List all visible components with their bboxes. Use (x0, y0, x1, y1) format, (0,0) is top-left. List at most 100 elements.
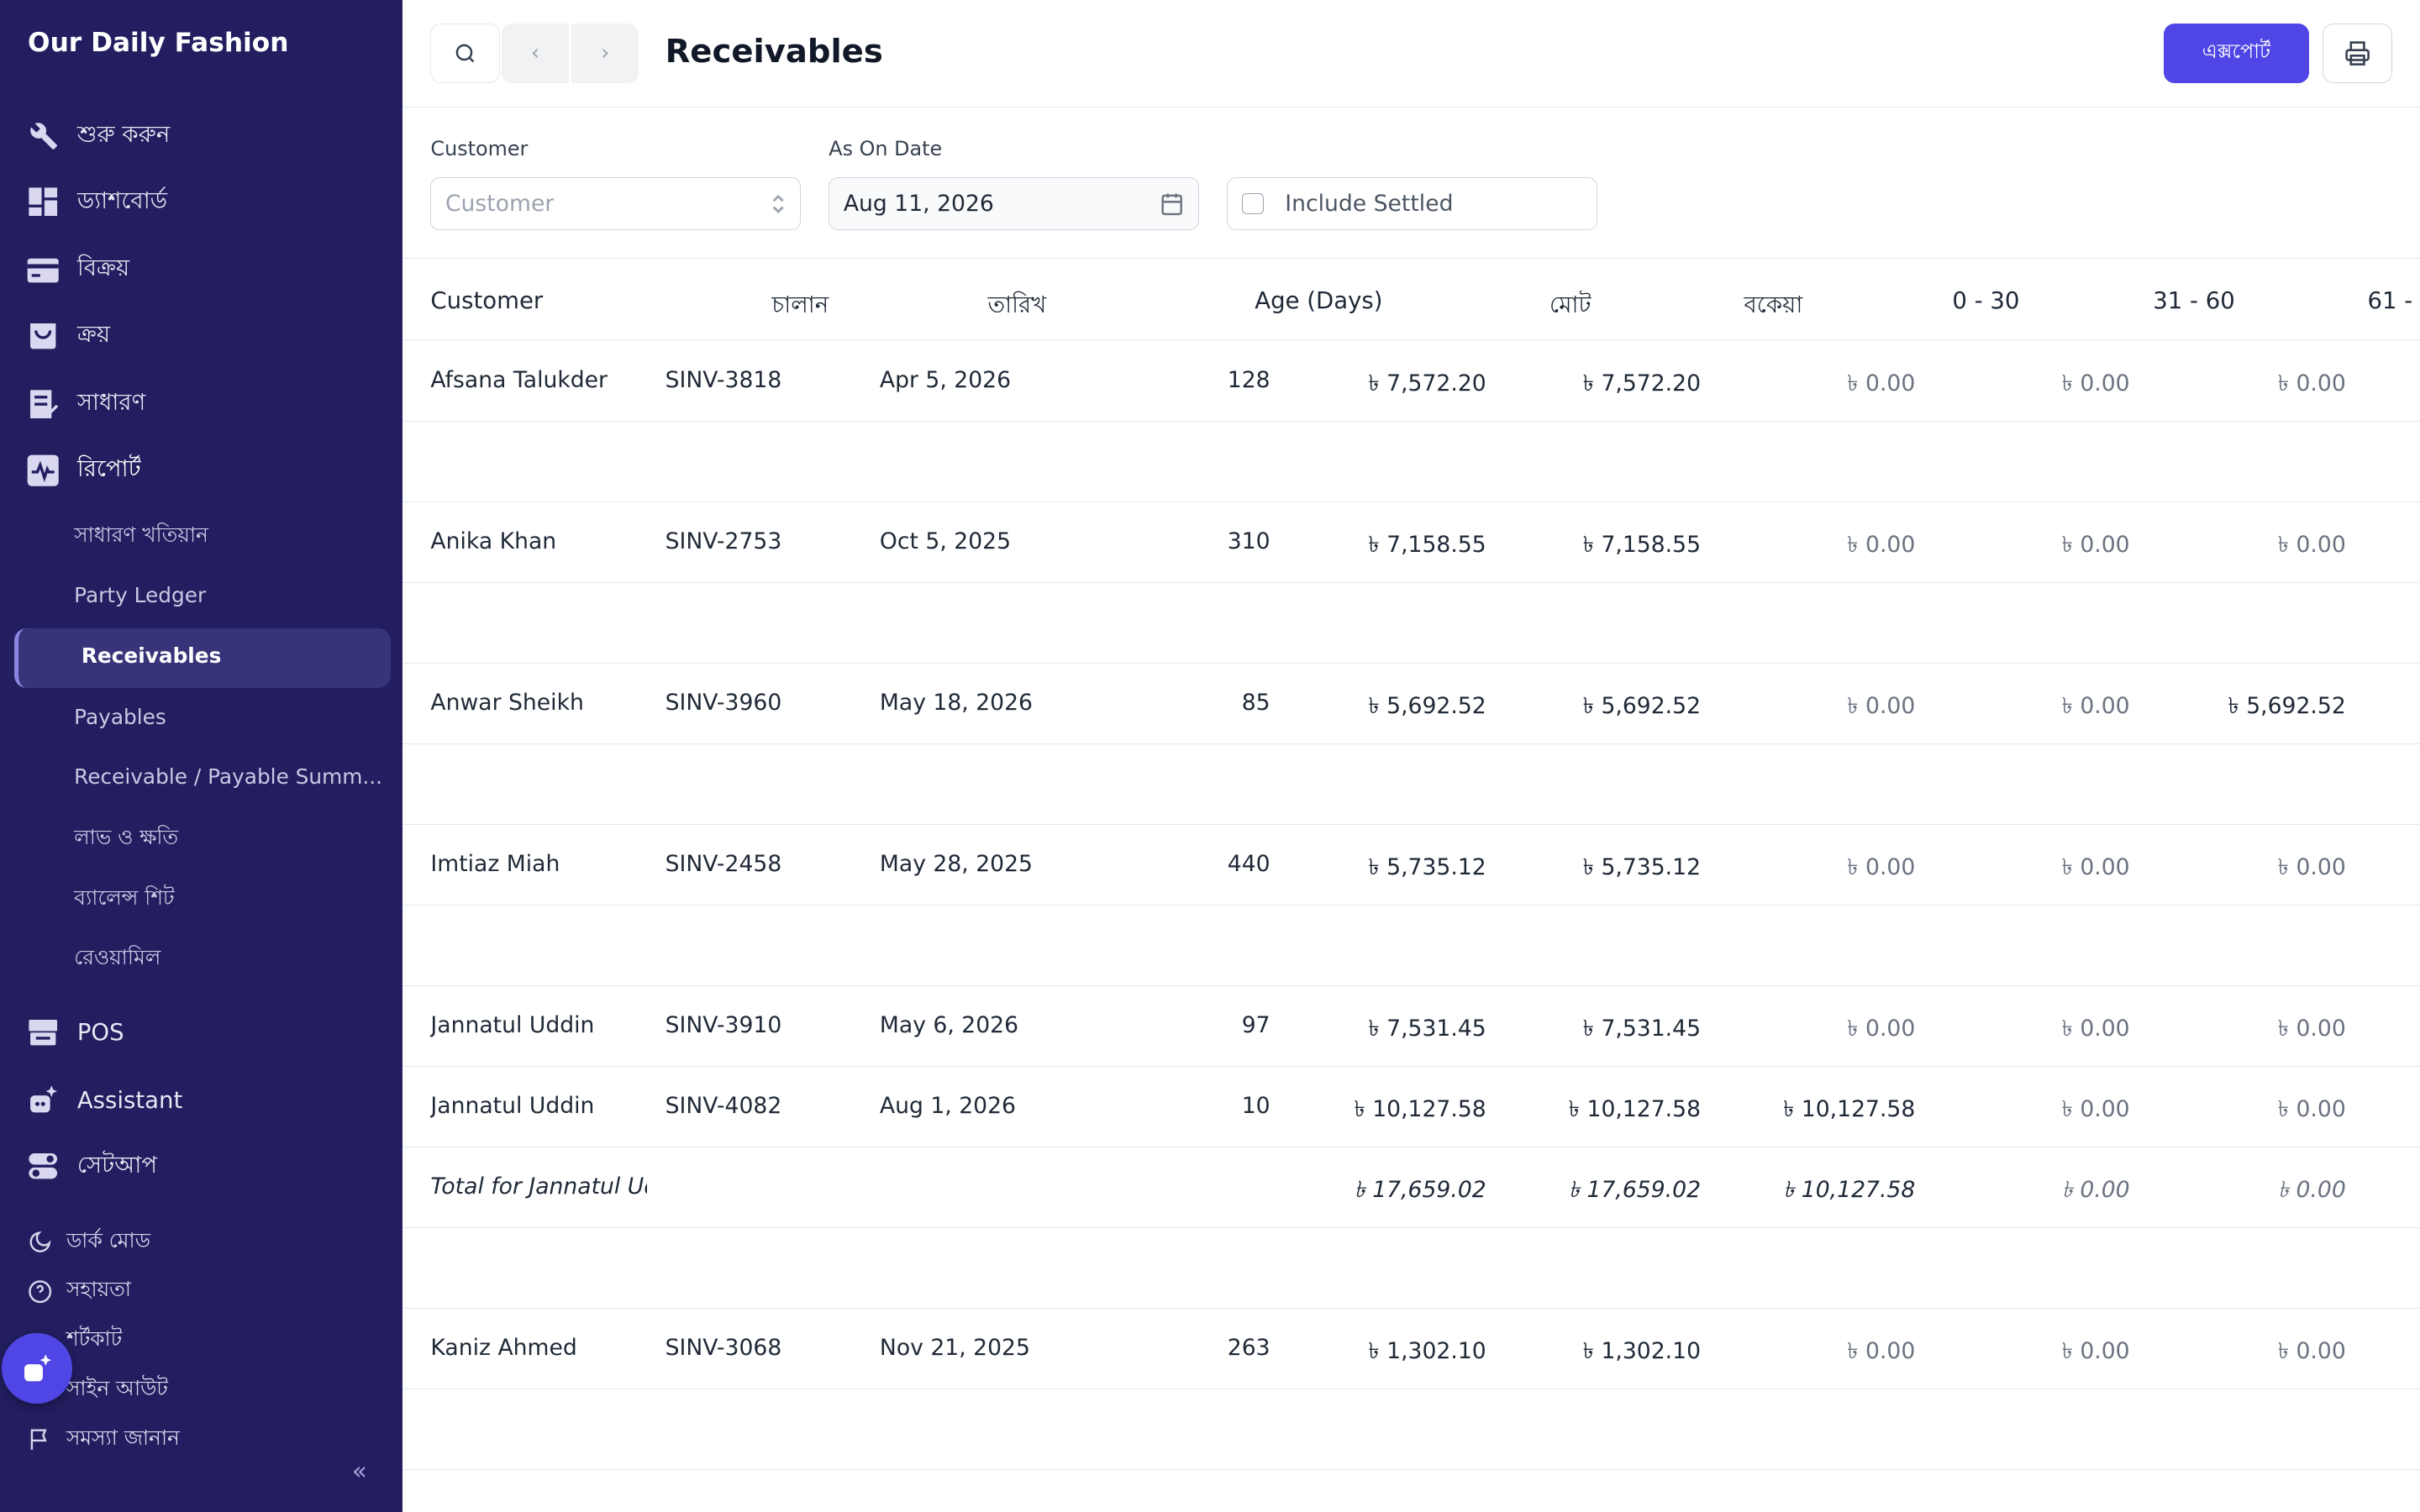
cell-age: 440 (1227, 850, 1270, 877)
table-row[interactable]: Kaniz Ahmed SINV-3068 Nov 21, 2025 263 ৳ 1,3… (402, 1309, 2420, 1390)
assistant-fab-button[interactable] (1, 1332, 73, 1404)
cell-invoice: SINV-3818 (665, 367, 782, 394)
cell-invoice: SINV-2458 (665, 850, 782, 877)
cell-b2: ৳ 0.00 (2061, 1015, 2130, 1042)
back-button[interactable]: ‹ (502, 23, 572, 84)
column-header[interactable]: 61 - (2367, 286, 2413, 314)
sidebar-subitem-profit-loss[interactable]: লাভ ও ক্ষতি (74, 824, 179, 849)
sparkle-icon (24, 1354, 51, 1382)
cell-b2: ৳ 0.00 (2061, 1337, 2130, 1364)
column-header[interactable]: 31 - 60 (2153, 286, 2235, 314)
sidebar-item-reports[interactable]: রিপোর্ট (24, 448, 141, 494)
cell-customer: Jannatul Uddin (430, 1011, 595, 1038)
table-row[interactable]: Jannatul Uddin SINV-4082 Aug 1, 2026 10 ৳ 10… (402, 1067, 2420, 1148)
sidebar-subitem-summary[interactable]: Receivable / Payable Summ... (74, 764, 383, 790)
table-row-spacer (402, 422, 2420, 503)
cell-b2: ৳ 0.00 (2061, 370, 2130, 397)
table-row-spacer (402, 583, 2420, 664)
cell-total: ৳ 7,572.20 (1368, 370, 1486, 397)
shortcuts-link[interactable]: শর্টকাট (28, 1326, 122, 1357)
top-bar: ‹ › Receivables এক্সপোর্ট (402, 0, 2420, 108)
customer-select-placeholder: Customer (445, 190, 555, 217)
cell-date: May 18, 2026 (879, 689, 1033, 716)
sidebar-item-purchase[interactable]: ক্রয় (24, 313, 110, 360)
footer-label: সমস্যা জানান (66, 1425, 180, 1450)
sidebar-item-sales[interactable]: বিক্রয় (24, 247, 129, 293)
table-row[interactable]: Imtiaz Miah SINV-2458 May 28, 2025 440 ৳ 5,7… (402, 825, 2420, 906)
divider (402, 257, 2420, 259)
sidebar-item-label: ক্রয় (76, 321, 111, 349)
include-settled-label: Include Settled (1285, 190, 1454, 217)
column-header[interactable]: তারিখ (987, 291, 1047, 318)
sidebar-item-label: রিপোর্ট (76, 455, 141, 483)
column-header[interactable]: Customer (430, 286, 544, 314)
column-header[interactable]: Age (Days) (1255, 286, 1383, 314)
cell-b1: ৳ 10,127.58 (1783, 1095, 1916, 1122)
column-header[interactable]: চালান (771, 291, 829, 318)
cell-age: 97 (1241, 1011, 1270, 1038)
sidebar-item-common[interactable]: সাধারণ (24, 381, 145, 428)
cell-date: May 6, 2026 (879, 1011, 1019, 1038)
cell-age: 85 (1241, 689, 1270, 716)
sidebar-subitem-party-ledger[interactable]: Party Ledger (74, 582, 207, 607)
cell-b3: ৳ 0.00 (2277, 1015, 2346, 1042)
customer-filter-label: Customer (430, 137, 529, 161)
sidebar-subitem-general-ledger[interactable]: সাধারণ খতিয়ান (74, 522, 208, 547)
table-row[interactable]: Jannatul Uddin SINV-3910 May 6, 2026 97 ৳ 7,… (402, 986, 2420, 1068)
cell-due: ৳ 7,572.20 (1582, 370, 1702, 397)
cell-b3: ৳ 0.00 (2277, 1337, 2346, 1364)
cell-invoice: SINV-2753 (665, 528, 782, 555)
sidebar-item-assistant[interactable]: Assistant (24, 1077, 182, 1123)
sign-out-link[interactable]: সাইন আউট (28, 1374, 168, 1405)
table-row[interactable]: Anwar Sheikh SINV-3960 May 18, 2026 85 ৳ 5,6… (402, 664, 2420, 745)
print-button[interactable] (2323, 23, 2392, 84)
include-settled-checkbox[interactable]: Include Settled (1227, 177, 1597, 230)
sidebar-subitem-balance-sheet[interactable]: ব্যালেন্স শিট (74, 885, 175, 910)
sidebar-item-pos[interactable]: POS (24, 1009, 124, 1055)
cell-b2: ৳ 0.00 (2061, 853, 2130, 880)
setup-icon (24, 1147, 61, 1184)
cell-invoice: SINV-3068 (665, 1334, 782, 1361)
table-row-spacer (402, 1389, 2420, 1470)
sidebar-item-get-started[interactable]: শুরু করুন (24, 113, 170, 159)
dark-mode-toggle[interactable]: ডার্ক মোড (28, 1226, 150, 1257)
table-row-spacer (402, 906, 2420, 987)
export-button[interactable]: এক্সপোর্ট (2164, 23, 2309, 84)
sidebar-item-setup[interactable]: সেটআপ (24, 1143, 157, 1189)
sidebar-subitem-receivables[interactable]: Receivables (13, 627, 391, 689)
forward-button[interactable]: › (571, 24, 639, 84)
cell-due: ৳ 1,302.10 (1582, 1337, 1702, 1364)
cell-total: ৳ 7,531.45 (1368, 1015, 1486, 1042)
cell-due: ৳ 17,659.02 (1568, 1176, 1702, 1203)
history-nav: ‹ › (501, 23, 639, 84)
sidebar-subitem-trial-balance[interactable]: রেওয়ামিল (74, 945, 161, 970)
column-header[interactable]: 0 - 30 (1952, 286, 2020, 314)
column-header[interactable]: মোট (1549, 291, 1591, 318)
main-content: ‹ › Receivables এক্সপোর্ট Customer Custo… (402, 0, 2420, 1512)
sidebar-item-dashboard[interactable]: ড্যাশবোর্ড (24, 179, 167, 225)
total-row[interactable]: Total for Jannatul Ud ৳ 17,659.02 ৳ 17,659… (402, 1147, 2420, 1229)
common-icon (24, 386, 61, 423)
as-on-date-input[interactable]: Aug 11, 2026 (829, 177, 1200, 230)
report-issue-link[interactable]: সমস্যা জানান (28, 1424, 180, 1455)
table-row[interactable]: Anika Khan SINV-2753 Oct 5, 2025 310 ৳ 7,158… (402, 502, 2420, 584)
collapse-sidebar-icon[interactable]: « (351, 1456, 367, 1485)
assistant-icon (24, 1082, 61, 1119)
cell-total: ৳ 5,692.52 (1368, 692, 1486, 719)
reports-icon (24, 452, 61, 489)
cell-age: 10 (1241, 1092, 1270, 1119)
search-button[interactable] (430, 23, 501, 84)
pos-icon (24, 1014, 61, 1051)
purchase-icon (24, 318, 61, 354)
table-row[interactable]: Afsana Talukder SINV-3818 Apr 5, 2026 128 ৳ … (402, 341, 2420, 423)
column-header[interactable]: বকেয়া (1744, 291, 1803, 318)
sidebar-item-label: Assistant (76, 1086, 183, 1114)
cell-customer: Afsana Talukder (430, 367, 608, 394)
help-link[interactable]: সহায়তা (28, 1276, 131, 1307)
sidebar-subitem-label: Receivables (81, 643, 222, 668)
cell-b1: ৳ 10,127.58 (1783, 1176, 1916, 1203)
sidebar-subitem-payables[interactable]: Payables (74, 704, 166, 729)
date-value: Aug 11, 2026 (843, 190, 994, 217)
customer-select[interactable]: Customer (430, 177, 802, 230)
moon-icon (28, 1230, 52, 1254)
